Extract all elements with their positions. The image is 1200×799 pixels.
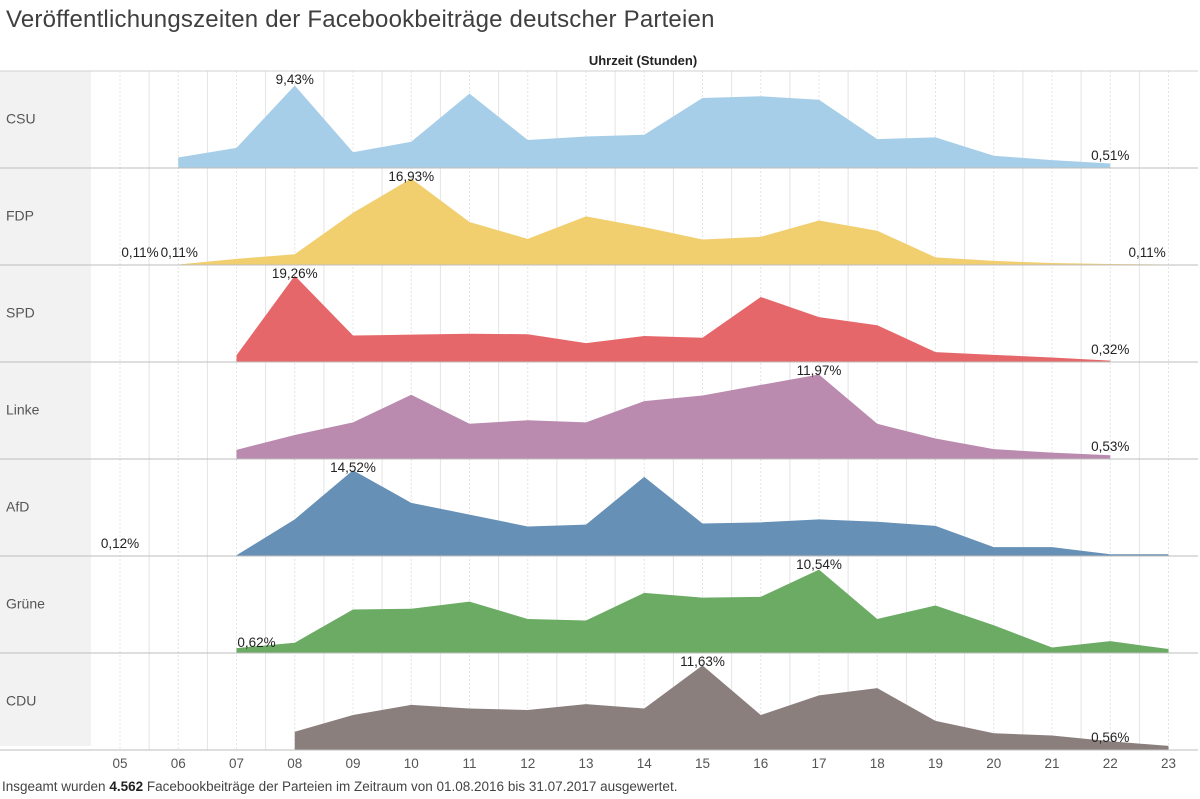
row-separators: [0, 70, 1198, 751]
x-tick-label: 12: [520, 756, 535, 771]
data-label: 0,12%: [101, 536, 139, 551]
area-cdu: [294, 665, 1169, 750]
x-tick-label: 08: [287, 756, 302, 771]
x-tick-label: 13: [578, 756, 593, 771]
series-areas: [120, 85, 1169, 750]
x-tick-label: 10: [404, 756, 419, 771]
x-tick-label: 18: [870, 756, 885, 771]
row-label-cdu: CDU: [6, 693, 36, 709]
data-label: 0,53%: [1091, 439, 1129, 454]
footer-note: Insgeamt wurden 4.562 Facebookbeiträge d…: [2, 779, 677, 794]
x-tick-label: 14: [637, 756, 653, 771]
x-tick-label: 21: [1044, 756, 1059, 771]
data-label: 10,54%: [796, 557, 842, 572]
x-axis-title: Uhrzeit (Stunden): [589, 53, 697, 68]
x-tick-label: 07: [229, 756, 244, 771]
row-label-linke: Linke: [6, 402, 40, 418]
x-tick-label: 05: [112, 756, 127, 771]
x-tick-label: 19: [928, 756, 943, 771]
row-labels: CSU FDP SPD Linke AfD Grüne CDU: [6, 111, 45, 709]
footer-post-count: 4.562: [109, 779, 144, 794]
x-tick-label: 06: [171, 756, 186, 771]
data-label: 11,97%: [797, 363, 842, 378]
data-label: 0,32%: [1091, 342, 1129, 357]
row-label-fdp: FDP: [6, 208, 34, 224]
row-label-grüne: Grüne: [6, 596, 45, 612]
x-tick-label: 16: [753, 756, 768, 771]
data-labels: 9,43%0,51%0,11% 0,11%16,93%0,11%19,26%0,3…: [101, 72, 1166, 745]
data-label: 0,62%: [237, 635, 275, 650]
footer-prefix: Insgeamt wurden: [2, 779, 110, 794]
row-label-afd: AfD: [6, 499, 29, 515]
data-label: 0,11%: [121, 245, 158, 260]
data-label: 11,63%: [680, 654, 725, 669]
row-label-spd: SPD: [6, 305, 35, 321]
data-label: 0,51%: [1091, 148, 1129, 163]
data-label: 14,52%: [330, 460, 376, 475]
page-title: Veröffentlichungszeiten der Facebookbeit…: [6, 6, 715, 33]
area-spd: [236, 275, 1111, 362]
area-grüne: [236, 569, 1169, 653]
x-tick-label: 20: [986, 756, 1001, 771]
data-label: 0,11%: [1129, 245, 1166, 260]
x-tick-label: 17: [811, 756, 826, 771]
x-tick-label: 11: [462, 756, 476, 771]
data-label: 19,26%: [272, 266, 318, 281]
data-label: 0,56%: [1091, 730, 1129, 745]
data-label: 9,43%: [276, 72, 314, 87]
x-tick-label: 22: [1103, 756, 1118, 771]
x-tick-label: 15: [695, 756, 710, 771]
row-label-csu: CSU: [6, 111, 36, 127]
x-axis-ticks: 05 06 07 08 09 10 11 12 13 14 15 16 17 18 19 20 21 22 23: [112, 756, 1176, 771]
row-header-band: [0, 71, 91, 746]
x-tick-label: 09: [345, 756, 360, 771]
area-csu: [178, 85, 1111, 168]
data-label: 0,11%: [161, 245, 198, 260]
area-linke: [236, 374, 1111, 459]
area-afd: [236, 470, 1169, 556]
data-label: 16,93%: [388, 169, 434, 184]
footer-suffix: Facebookbeiträge der Parteien im Zeitrau…: [143, 779, 678, 794]
x-tick-label: 23: [1161, 756, 1176, 771]
area-fdp: [120, 178, 1169, 265]
